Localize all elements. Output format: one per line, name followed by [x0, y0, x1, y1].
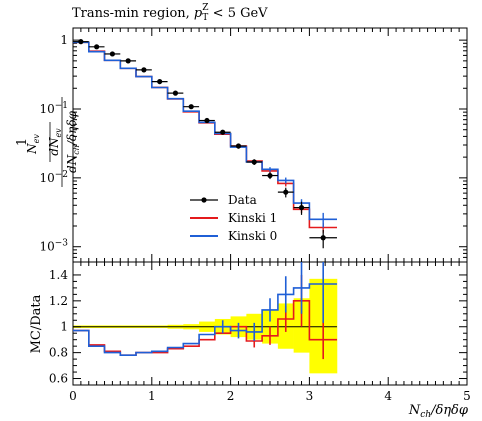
y-label-den: Nev	[25, 134, 41, 155]
main-y-tick-label: 10−3	[39, 239, 68, 254]
series-kinski-0-line	[73, 41, 337, 221]
data-point	[320, 235, 326, 241]
data-point	[283, 189, 289, 195]
data-point	[267, 172, 273, 179]
main-plot-frame	[72, 27, 468, 263]
data-point	[251, 159, 257, 165]
main-y-axis-label: 1	[15, 138, 30, 146]
data-point	[188, 104, 194, 110]
legend: Data Kinski 1 Kinski 0	[190, 193, 277, 243]
x-tick-label: 2	[227, 389, 235, 403]
main-y-tick-label: 1	[60, 33, 68, 47]
main-y-tick-label: 10−1	[39, 101, 68, 116]
main-y-axis-fraction: Nev	[25, 134, 41, 155]
data-point	[298, 204, 305, 211]
chart-title: Trans-min region, pTZ < 5 GeV	[72, 3, 268, 23]
x-tick-label: 4	[384, 389, 392, 403]
main-y-axis-derivative: dNev dNch/δηδφ	[47, 97, 81, 187]
ratio-series-group	[73, 262, 337, 360]
data-point	[157, 78, 163, 85]
x-tick-label: 3	[306, 389, 314, 403]
x-axis-label: Nch/δηδφ	[408, 403, 469, 420]
data-point	[94, 44, 100, 50]
y-label-one: 1	[15, 138, 30, 146]
legend-kinski-0-label: Kinski 0	[228, 229, 277, 243]
ratio-y-tick-label: 0.8	[49, 346, 68, 360]
data-point	[235, 143, 242, 149]
data-point	[141, 67, 147, 73]
legend-kinski-1-label: Kinski 1	[228, 211, 277, 225]
data-point	[125, 58, 131, 64]
y-label-num-top: dNev	[47, 128, 63, 156]
ratio-y-tick-label: 0.6	[49, 372, 68, 386]
legend-data-label: Data	[228, 193, 257, 207]
x-tick-label: 5	[463, 389, 471, 403]
x-tick-label: 0	[69, 389, 77, 403]
data-point	[78, 39, 84, 45]
data-point	[109, 51, 115, 57]
ratio-y-tick-label: 1.2	[49, 294, 68, 308]
legend-data-marker	[201, 197, 207, 203]
svg-text:MC/Data: MC/Data	[29, 294, 44, 353]
ratio-kinski-0-line	[73, 283, 337, 356]
data-point	[220, 129, 226, 135]
data-point	[204, 117, 210, 124]
ratio-panel: 0 1 2 3 4 5 0.6 0.8 1 1.2 1.4	[49, 261, 471, 403]
ratio-y-tick-label: 1	[60, 320, 68, 334]
x-tick-label: 1	[148, 389, 156, 403]
data-point	[172, 90, 179, 96]
main-panel: 1 10−1 10−2 10−3	[39, 27, 468, 263]
main-y-tick-label: 10−2	[39, 170, 68, 185]
ratio-y-axis-label: MC/Data	[29, 294, 44, 353]
ratio-y-tick-label: 1.4	[49, 268, 68, 282]
